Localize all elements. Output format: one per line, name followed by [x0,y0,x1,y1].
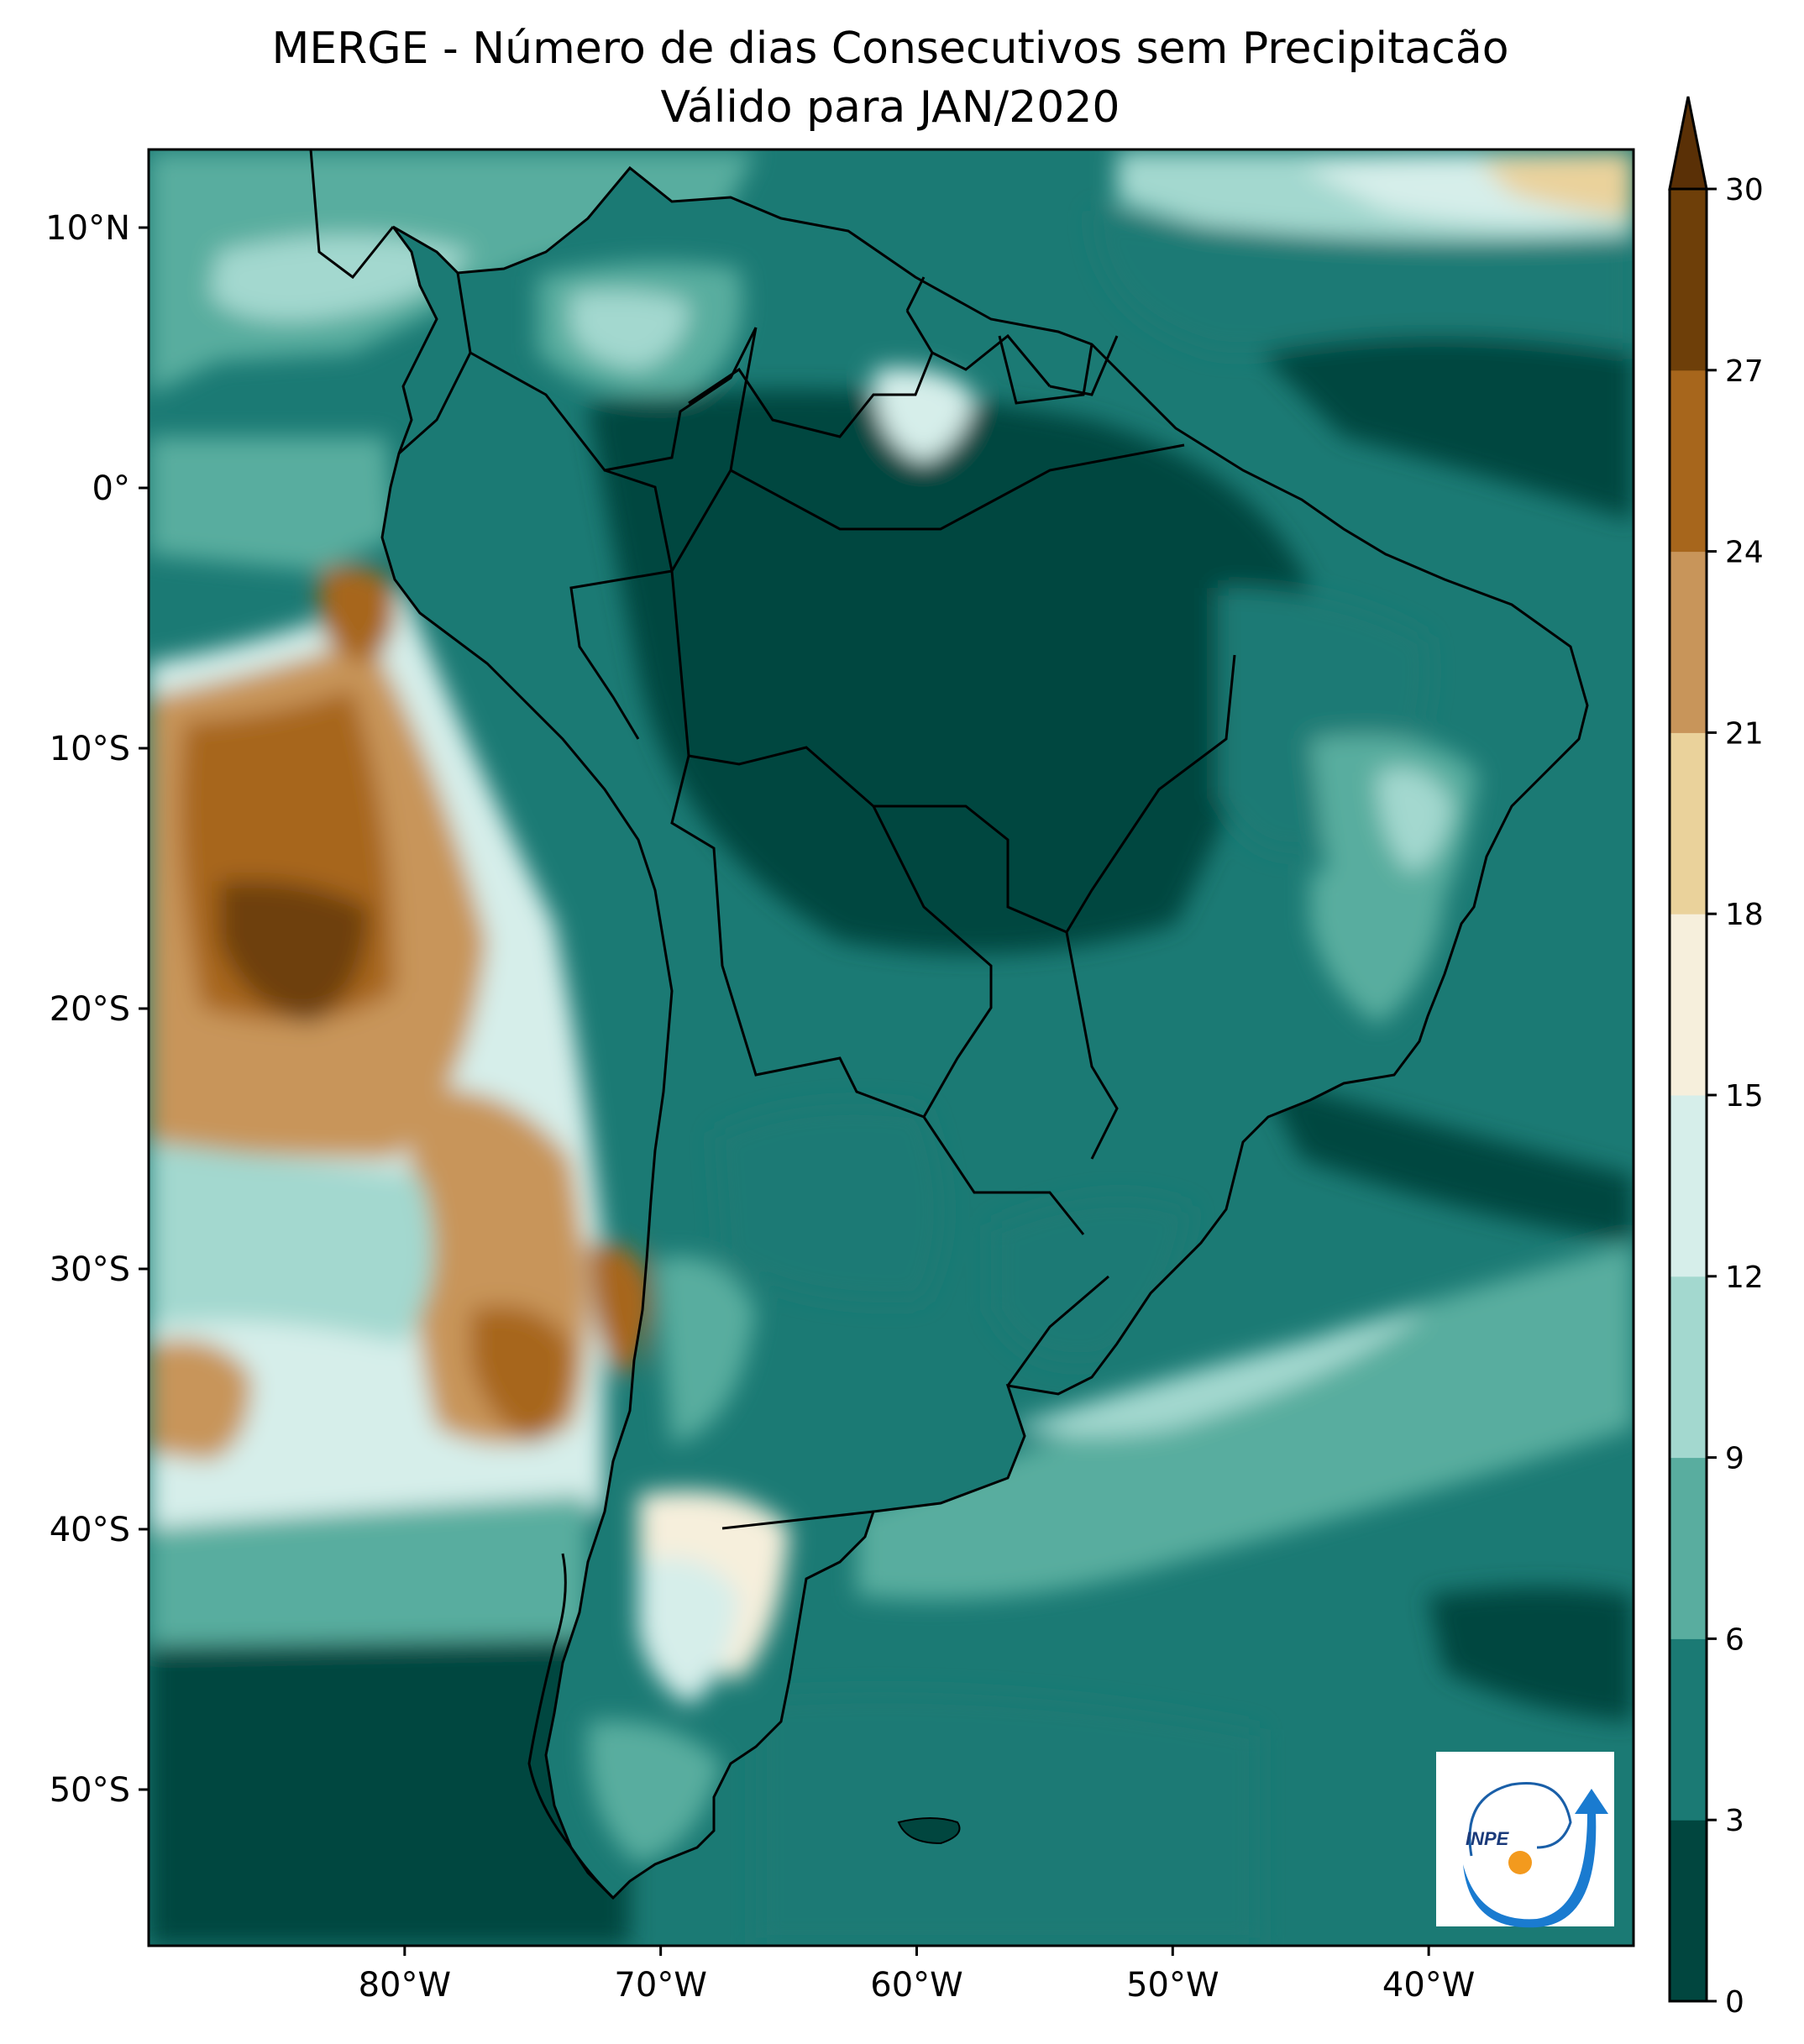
lon-tick-label: 60°W [870,1966,962,2005]
colorbar-bin [1670,1638,1707,1821]
inpe-logo: INPE [1436,1752,1614,1928]
lon-tick-label: 70°W [614,1966,706,2005]
longitude-axis: 80°W 70°W 60°W 50°W 40°W [359,1946,1475,2005]
country-borders [309,149,1589,1900]
lat-tick-label: 50°S [50,1771,130,1810]
lat-tick-label: 40°S [50,1511,130,1549]
colorbar-tick-label: 21 [1725,716,1764,751]
colorbar-tick-label: 24 [1725,536,1764,570]
colorbar-bin [1670,551,1707,733]
lat-tick-label: 0° [92,469,130,508]
colorbar-tick-label: 6 [1725,1622,1744,1657]
colorbar-bin [1670,914,1707,1096]
latitude-axis: 10°N 0° 10°S 20°S 30°S 40°S 50°S [45,209,149,1810]
colorbar-tick-label: 15 [1725,1079,1764,1114]
colorbar-bin [1670,1457,1707,1639]
map-frame [147,148,1635,1947]
inpe-logo-text: INPE [1466,1828,1510,1849]
lon-tick-label: 80°W [359,1966,451,2005]
lon-tick-label: 50°W [1126,1966,1219,2005]
map-subtitle: Válido para JAN/2020 [660,82,1120,133]
colorbar-tick-label: 18 [1725,898,1764,932]
colorbar-bin [1670,1276,1707,1459]
colorbar-bin [1670,1095,1707,1277]
colorbar-bin [1670,189,1707,371]
colorbar-bin [1670,369,1707,553]
precipitation-field [149,149,1634,1946]
colorbar-bin [1670,732,1707,915]
colorbar-bin [1670,1820,1707,2002]
colorbar-tick-label: 30 [1725,173,1764,207]
colorbar-tick-label: 3 [1725,1804,1744,1838]
lat-tick-label: 10°S [50,730,130,768]
colorbar: 0 3 6 9 12 15 18 21 24 27 30 [1668,96,1764,2020]
lat-tick-label: 20°S [50,990,130,1029]
colorbar-tick-label: 0 [1725,1985,1744,2020]
lon-tick-label: 40°W [1382,1966,1475,2005]
colorbar-extend-arrow [1668,96,1708,191]
lat-tick-label: 10°N [45,209,130,248]
colorbar-tick-label: 12 [1725,1260,1764,1295]
colorbar-tick-label: 27 [1725,354,1764,389]
map-title: MERGE - Número de dias Consecutivos sem … [271,24,1509,74]
colorbar-tick-label: 9 [1725,1442,1744,1476]
lat-tick-label: 30°S [50,1250,130,1289]
